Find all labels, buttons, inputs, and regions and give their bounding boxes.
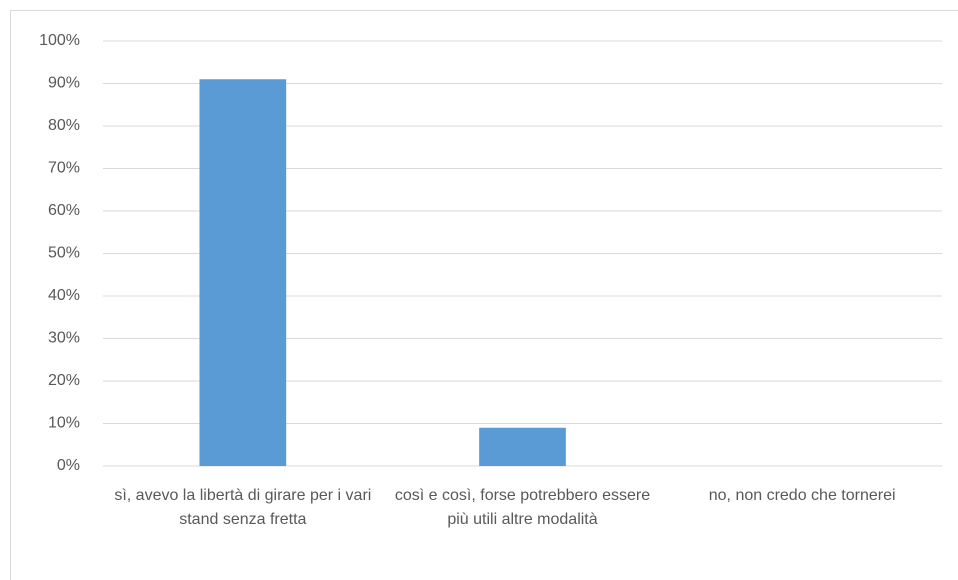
chart-border [10,10,958,580]
y-tick-label: 70% [48,160,80,177]
y-tick-label: 30% [48,330,80,347]
y-tick-label: 60% [48,202,80,219]
y-tick-label: 100% [39,32,80,49]
bar [479,427,566,466]
y-tick-label: 90% [48,75,80,92]
x-tick-label: così e così, forse potrebbero essere più… [394,487,651,528]
x-tick-label: sì, avevo la libertà di girare per i var… [114,487,372,528]
y-tick-label: 20% [48,372,80,389]
x-tick-label: no, non credo che tornerei [708,487,896,504]
y-tick-label: 40% [48,287,80,304]
y-tick-label: 50% [48,245,80,262]
bar [199,79,287,466]
y-tick-label: 10% [48,415,80,432]
y-tick-label: 0% [57,457,80,474]
y-tick-label: 80% [48,117,80,134]
